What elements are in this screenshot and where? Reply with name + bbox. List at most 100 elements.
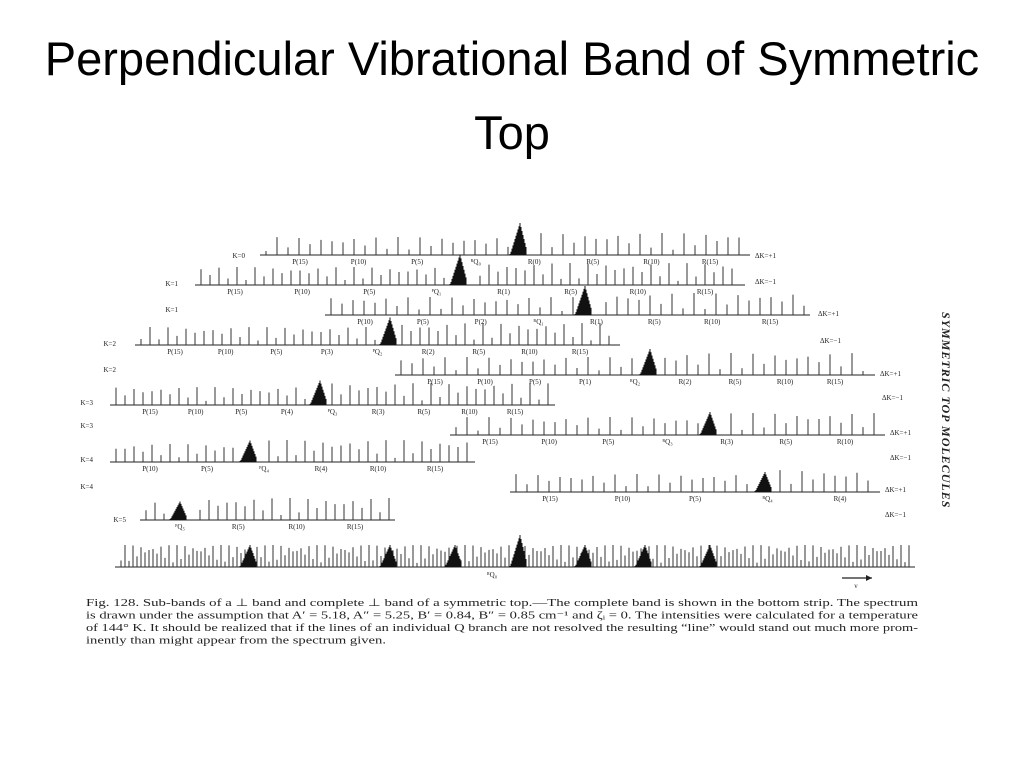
side-label: SYMMETRIC TOP MOLECULES bbox=[939, 312, 953, 508]
branch-label: R(5) bbox=[586, 258, 600, 266]
dk-label: ΔK=−1 bbox=[755, 278, 776, 286]
branch-label: P(10) bbox=[351, 258, 367, 266]
branch-label: P(15) bbox=[427, 378, 443, 386]
branch-label: P(3) bbox=[321, 348, 334, 356]
k-label: K=3 bbox=[80, 422, 93, 430]
branch-label: P(5) bbox=[363, 288, 376, 296]
branch-label: P(15) bbox=[292, 258, 308, 266]
branch-label: R(15) bbox=[827, 378, 844, 386]
branch-label: P(10) bbox=[541, 438, 557, 446]
caption-line: inently than might appear from the spect… bbox=[86, 636, 386, 647]
k-label: K=3 bbox=[80, 399, 93, 407]
branch-label: R(2) bbox=[679, 378, 693, 386]
branch-label: R(10) bbox=[461, 408, 478, 416]
branch-label: R(5) bbox=[564, 288, 578, 296]
branch-label: P(1) bbox=[579, 378, 592, 386]
branch-label: R(1) bbox=[497, 288, 511, 296]
branch-label: P(5) bbox=[235, 408, 248, 416]
branch-label: P(5) bbox=[602, 438, 615, 446]
dk-label: ΔK=−1 bbox=[885, 511, 906, 519]
branch-label: P(10) bbox=[188, 408, 204, 416]
branch-label: R(10) bbox=[630, 288, 647, 296]
branch-label: R(0) bbox=[528, 258, 542, 266]
k-label: K=0 bbox=[232, 252, 245, 260]
branch-label: R(10) bbox=[704, 318, 721, 326]
k-label: K=5 bbox=[113, 516, 126, 524]
dk-label: ΔK=−1 bbox=[882, 394, 903, 402]
caption-line: Fig. 128. Sub-bands of a ⊥ band and comp… bbox=[86, 598, 918, 609]
arrow-head bbox=[866, 575, 872, 581]
k-label: K=4 bbox=[80, 456, 93, 464]
caption-line: of 144° K. It should be realized that if… bbox=[86, 623, 919, 634]
k-label: K=2 bbox=[103, 340, 116, 348]
branch-label: ᴿQ₃ bbox=[662, 438, 673, 446]
slide-title: Perpendicular Vibrational Band of Symmet… bbox=[44, 32, 980, 159]
branch-label: P(10) bbox=[477, 378, 493, 386]
branch-label: P(15) bbox=[142, 408, 158, 416]
branch-label: R(5) bbox=[232, 523, 246, 531]
dk-label: ΔK=+1 bbox=[885, 486, 906, 494]
branch-label: P(10) bbox=[615, 495, 631, 503]
branch-label: R(15) bbox=[702, 258, 719, 266]
branch-label: R(4) bbox=[834, 495, 848, 503]
branch-label: P(15) bbox=[482, 438, 498, 446]
branch-label: R(10) bbox=[643, 258, 660, 266]
q-label: ᴿQ₀ bbox=[487, 571, 498, 579]
branch-label: R(5) bbox=[729, 378, 743, 386]
dk-label: ΔK=+1 bbox=[890, 429, 911, 437]
branch-label: ᴿQ₄ bbox=[762, 495, 773, 503]
branch-label: ᴾQ₄ bbox=[259, 465, 269, 473]
branch-label: R(10) bbox=[777, 378, 794, 386]
branch-label: ᴾQ₅ bbox=[175, 523, 185, 531]
branch-label: P(5) bbox=[529, 378, 542, 386]
dk-label: ΔK=+1 bbox=[818, 310, 839, 318]
branch-label: ᴾQ₁ bbox=[432, 288, 442, 296]
branch-label: R(5) bbox=[472, 348, 486, 356]
branch-label: ᴿQ₂ bbox=[630, 378, 641, 386]
branch-label: P(5) bbox=[689, 495, 702, 503]
branch-label: P(5) bbox=[417, 318, 430, 326]
branch-label: P(5) bbox=[411, 258, 424, 266]
branch-label: P(2) bbox=[475, 318, 488, 326]
k-label: K=1 bbox=[165, 306, 178, 314]
branch-label: ᴿQ₁ bbox=[533, 318, 543, 326]
branch-label: P(5) bbox=[201, 465, 214, 473]
caption-line: is drawn under the assumption that A′ = … bbox=[86, 611, 918, 622]
branch-label: R(15) bbox=[507, 408, 524, 416]
branch-label: R(3) bbox=[372, 408, 386, 416]
branch-label: P(15) bbox=[227, 288, 243, 296]
k-label: K=1 bbox=[165, 280, 178, 288]
branch-label: R(10) bbox=[370, 465, 387, 473]
branch-label: R(10) bbox=[521, 348, 538, 356]
branch-label: R(10) bbox=[288, 523, 305, 531]
branch-label: R(2) bbox=[422, 348, 436, 356]
branch-label: R(3) bbox=[720, 438, 734, 446]
k-label: K=2 bbox=[103, 366, 116, 374]
branch-label: R(5) bbox=[417, 408, 431, 416]
branch-label: ᴿQ₀ bbox=[471, 258, 482, 266]
branch-label: R(15) bbox=[347, 523, 364, 531]
k-label: K=4 bbox=[80, 483, 93, 491]
branch-label: ᴾQ₂ bbox=[373, 348, 383, 356]
arrow-label: ν bbox=[854, 582, 857, 590]
dk-label: ΔK=−1 bbox=[890, 454, 911, 462]
branch-label: P(10) bbox=[218, 348, 234, 356]
branch-label: R(4) bbox=[315, 465, 329, 473]
branch-label: R(1) bbox=[590, 318, 604, 326]
dk-label: ΔK=−1 bbox=[820, 337, 841, 345]
branch-label: ᴾQ₃ bbox=[328, 408, 338, 416]
branch-label: R(15) bbox=[572, 348, 589, 356]
branch-label: R(5) bbox=[779, 438, 793, 446]
branch-label: P(10) bbox=[357, 318, 373, 326]
dk-label: ΔK=+1 bbox=[755, 252, 776, 260]
branch-label: R(15) bbox=[697, 288, 714, 296]
branch-label: R(5) bbox=[648, 318, 662, 326]
branch-label: P(15) bbox=[542, 495, 558, 503]
branch-label: P(4) bbox=[281, 408, 294, 416]
branch-label: P(5) bbox=[270, 348, 283, 356]
dk-label: ΔK=+1 bbox=[880, 370, 901, 378]
branch-label: P(10) bbox=[294, 288, 310, 296]
branch-label: P(15) bbox=[167, 348, 183, 356]
